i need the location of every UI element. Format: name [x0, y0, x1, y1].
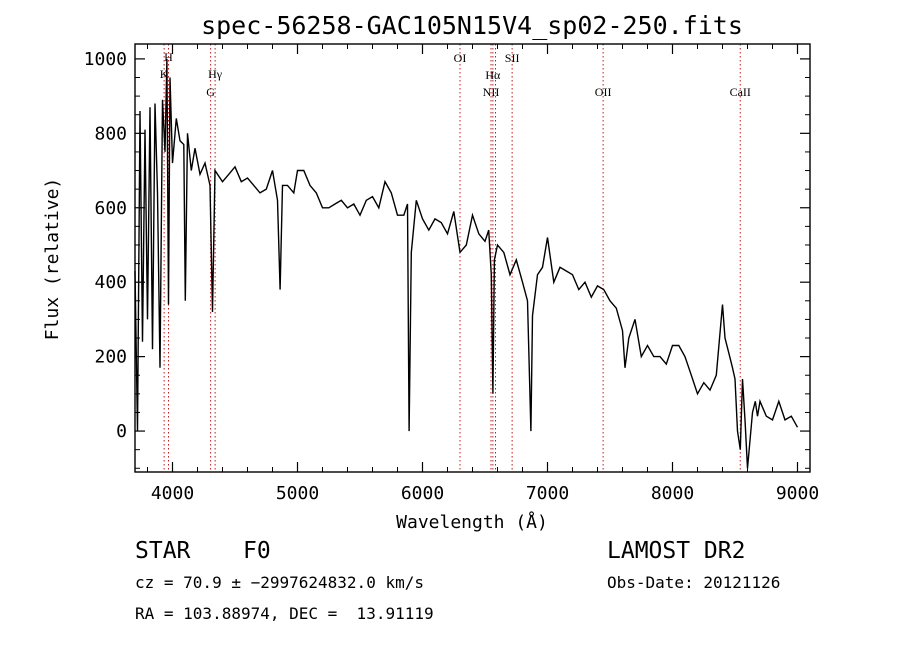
line-markers: KH G Hγ OI NII Hα SII OII CaII [160, 44, 751, 472]
spectrum-line [134, 58, 799, 469]
line-marker-label: G [206, 85, 215, 99]
redshift-line: cz = 70.9 ± −2997624832.0 km/s [135, 573, 424, 592]
plot-frame [134, 43, 811, 473]
obs-date: Obs-Date: 20121126 [607, 573, 781, 592]
axis-ticks: 4000 5000 6000 7000 8000 9000 0 200 400 600 800 100… [84, 44, 819, 504]
line-marker-label: Hγ [208, 67, 223, 81]
object-class: STAR [135, 538, 191, 564]
y-axis-label: Flux (relative) [42, 178, 63, 341]
chart-title: spec-56258-GAC105N15V4_sp02-250.fits [201, 11, 743, 40]
line-marker-label: OII [595, 85, 612, 99]
ra-dec-line: RA = 103.88974, DEC = 13.91119 [135, 604, 434, 623]
line-marker-label: K [160, 67, 169, 81]
survey-name: LAMOST DR2 [607, 538, 746, 564]
line-marker-label: H [164, 50, 173, 64]
object-subclass: F0 [243, 538, 271, 564]
line-marker-label: OI [454, 51, 467, 65]
x-tick-label: 8000 [651, 483, 694, 504]
line-marker-label: CaII [730, 85, 751, 99]
x-axis-label: Wavelength (Å) [396, 511, 548, 533]
x-tick-label: 7000 [526, 483, 569, 504]
y-tick-label: 600 [94, 198, 127, 219]
y-tick-label: 1000 [84, 49, 127, 70]
x-tick-label: 4000 [151, 483, 194, 504]
x-tick-label: 5000 [276, 483, 319, 504]
y-tick-label: 400 [94, 272, 127, 293]
line-marker-label: NII [483, 85, 500, 99]
line-marker-label: SII [505, 51, 520, 65]
line-marker-label: Hα [485, 68, 501, 82]
y-tick-label: 800 [94, 123, 127, 144]
x-tick-label: 9000 [776, 483, 819, 504]
x-tick-label: 6000 [401, 483, 444, 504]
y-tick-label: 200 [94, 347, 127, 368]
y-tick-label: 0 [116, 421, 127, 442]
